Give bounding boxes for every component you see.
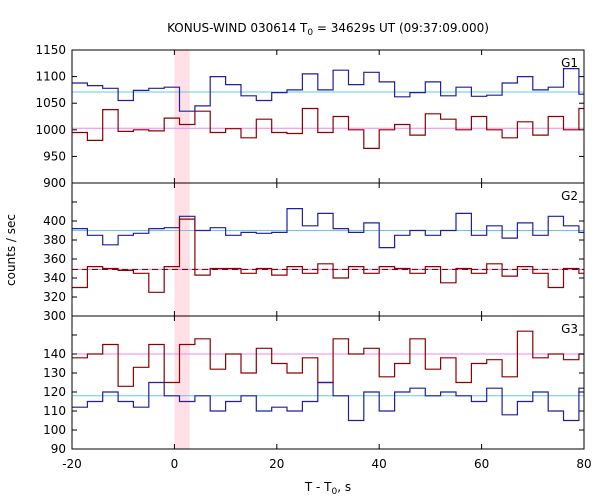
series-g1-blue	[72, 68, 584, 112]
panel-g3: 90 100 110 120 130 140 G3	[43, 315, 585, 456]
y-tick-label: 400	[43, 214, 66, 228]
y-tick-label: 130	[43, 366, 66, 380]
panel-frame-g3	[71, 315, 585, 450]
y-axis-title: counts / sec	[4, 214, 18, 286]
x-tick-label: 0	[171, 457, 179, 471]
y-tick-label: 300	[43, 309, 66, 323]
panel-g2: 300 320 340 360 380 400 G2	[43, 182, 585, 323]
y-tick-label: 320	[43, 290, 66, 304]
y-tick-label: 950	[43, 149, 66, 163]
x-tick-label: 60	[474, 457, 489, 471]
series-g1-red	[72, 107, 584, 149]
panel-frame-g2	[71, 182, 585, 317]
y-tick-label: 1050	[35, 96, 66, 110]
highlight-band	[174, 50, 190, 449]
series-g3-blue	[72, 381, 584, 422]
series-g2-blue	[72, 208, 584, 249]
series-g3-red	[72, 330, 584, 387]
y-tick-label: 110	[43, 404, 66, 418]
x-tick-label: 40	[372, 457, 387, 471]
x-tick-label: 20	[269, 457, 284, 471]
y-tick-label: 90	[51, 442, 66, 456]
panel-frame-g1	[71, 49, 585, 184]
y-tick-label: 120	[43, 385, 66, 399]
y-tick-label: 1000	[35, 123, 66, 137]
x-axis-title: T - T0, s	[304, 480, 351, 497]
y-tick-label: 360	[43, 252, 66, 266]
series-g2-red	[72, 218, 584, 293]
y-tick-label: 140	[43, 347, 66, 361]
x-tick-label: -20	[62, 457, 82, 471]
panel-label-g3: G3	[561, 322, 578, 336]
chart-title: KONUS-WIND 030614 T0 = 34629s UT (09:37:…	[167, 21, 489, 38]
panel-g1: 900 950 1000 1050 1100 1150 G1	[35, 43, 585, 190]
y-tick-label: 380	[43, 233, 66, 247]
y-tick-label: 1150	[35, 43, 66, 57]
y-tick-label: 340	[43, 271, 66, 285]
y-tick-label: 1100	[35, 70, 66, 84]
y-tick-label: 900	[43, 176, 66, 190]
panel-label-g2: G2	[561, 189, 578, 203]
y-tick-label: 100	[43, 423, 66, 437]
panel-label-g1: G1	[561, 56, 578, 70]
x-tick-label: 80	[576, 457, 591, 471]
